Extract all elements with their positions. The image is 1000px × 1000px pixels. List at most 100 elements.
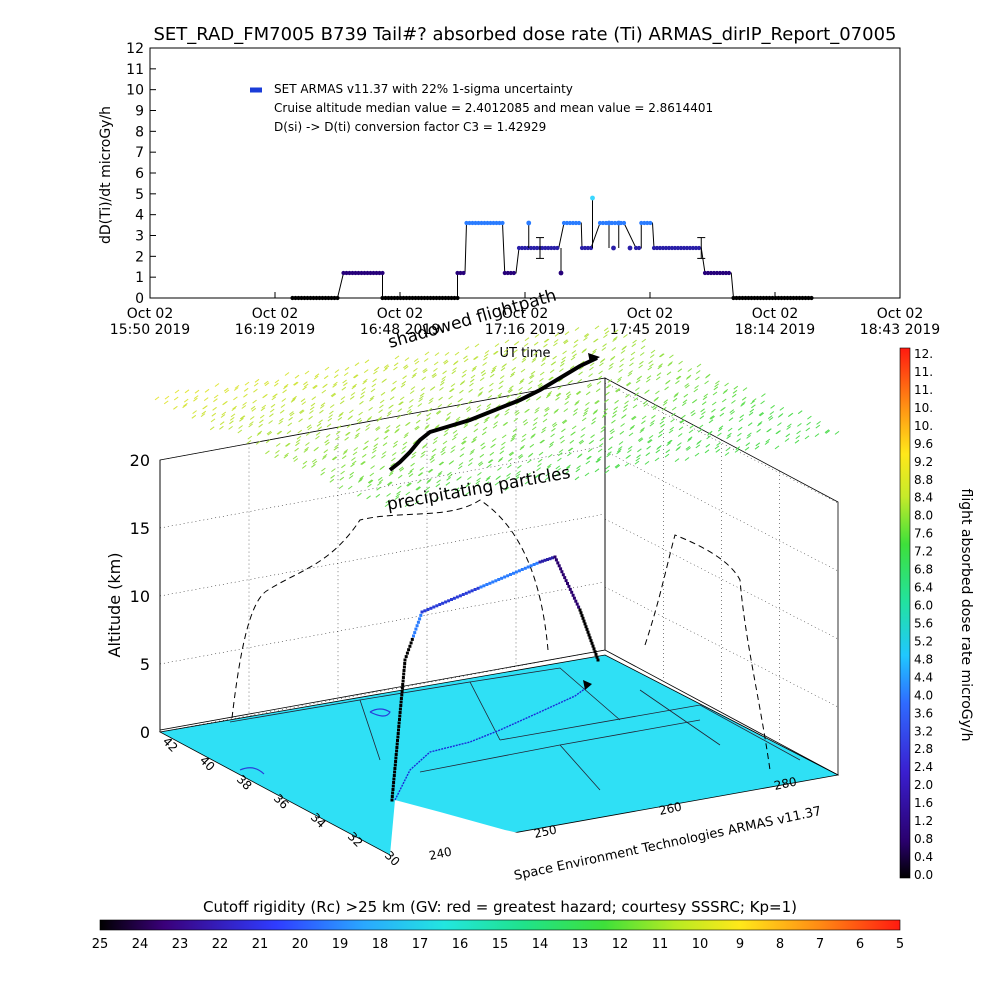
particle-mark (302, 386, 307, 391)
data-point (511, 270, 516, 276)
particle-mark (629, 362, 634, 367)
particle-mark (293, 381, 299, 386)
data-point (576, 220, 582, 226)
particle-mark (605, 465, 611, 470)
track-point (393, 767, 397, 770)
particle-mark (641, 420, 646, 425)
particle-mark (435, 483, 441, 488)
data-point (323, 295, 328, 301)
track-point (566, 582, 569, 585)
particle-mark (514, 409, 519, 414)
particle-mark (345, 431, 350, 436)
particle-mark (555, 396, 560, 401)
particle-mark (260, 407, 266, 412)
track-point (583, 622, 587, 626)
rigidity-tick-label: 18 (372, 937, 389, 952)
particle-mark (314, 373, 320, 378)
particle-mark (654, 457, 660, 462)
track-point (509, 573, 512, 576)
particle-mark (619, 358, 625, 363)
particle-mark (378, 479, 384, 484)
particle-mark (229, 416, 235, 421)
particle-mark (464, 491, 470, 496)
track-point (546, 558, 549, 561)
track-point (392, 777, 396, 781)
particle-mark (545, 472, 551, 477)
grid-line (159, 513, 606, 597)
particle-mark (210, 418, 216, 423)
particle-mark (324, 439, 329, 444)
particle-mark (475, 480, 481, 485)
particle-mark (534, 474, 540, 479)
track-point (393, 763, 397, 767)
particle-mark (518, 386, 523, 391)
data-point (368, 270, 373, 276)
particle-mark (381, 379, 387, 383)
track-point (591, 644, 595, 648)
particle-mark (360, 460, 365, 465)
particle-mark (294, 374, 300, 379)
particle-mark (520, 444, 525, 449)
particle-mark (579, 440, 585, 445)
particle-mark (412, 372, 417, 377)
y-tick-label: 3 (135, 229, 144, 245)
particle-mark (434, 497, 440, 502)
data-point (645, 220, 650, 226)
particle-mark (636, 454, 641, 459)
particle-mark (355, 432, 360, 437)
particle-mark (232, 405, 237, 410)
particle-mark (668, 429, 674, 434)
particle-mark (691, 399, 697, 404)
particle-mark (646, 375, 652, 380)
particle-mark (204, 388, 210, 393)
particle-mark (664, 453, 670, 458)
track-point (395, 742, 399, 746)
data-point (723, 270, 729, 276)
particle-mark (183, 402, 188, 407)
particle-mark (721, 398, 727, 403)
dose-colorbar-label: flight absorbed dose rate microGy/h (958, 489, 974, 742)
particle-mark (479, 377, 485, 382)
particle-mark (537, 463, 542, 467)
particle-mark (399, 396, 405, 401)
particle-mark (501, 441, 506, 446)
particle-mark (609, 428, 615, 433)
particle-mark (761, 393, 766, 398)
particle-mark (298, 418, 303, 423)
data-point (779, 295, 784, 301)
particle-mark (381, 454, 386, 459)
data-point (455, 295, 460, 301)
particle-mark (367, 479, 373, 484)
data-point (473, 220, 478, 226)
track-point (404, 655, 408, 659)
data-point (785, 295, 790, 301)
particle-mark (510, 371, 516, 376)
particle-mark (610, 430, 615, 435)
track-point (476, 586, 480, 590)
data-point (516, 245, 522, 251)
data-point (485, 220, 490, 226)
particle-mark (445, 416, 451, 420)
particle-mark (670, 418, 675, 423)
particle-mark (451, 445, 456, 450)
particle-mark (574, 327, 580, 331)
data-point (317, 295, 322, 301)
x-tick-date: Oct 02 (377, 306, 423, 322)
particle-mark (397, 474, 403, 479)
particle-mark (536, 467, 541, 472)
particle-mark (433, 361, 439, 366)
particle-mark (413, 358, 419, 363)
particle-mark (500, 446, 505, 451)
track-point (423, 609, 427, 613)
particle-mark (326, 423, 332, 428)
particle-mark (303, 383, 309, 388)
particle-mark (806, 421, 811, 426)
chart-title: SET_RAD_FM7005 B739 Tail#? absorbed dose… (153, 24, 896, 45)
particle-mark (320, 402, 326, 407)
track-point (409, 641, 413, 645)
particle-mark (388, 404, 393, 409)
particle-mark (685, 384, 690, 389)
particle-mark (386, 412, 392, 417)
particle-mark (774, 445, 780, 450)
particle-mark (585, 401, 590, 406)
